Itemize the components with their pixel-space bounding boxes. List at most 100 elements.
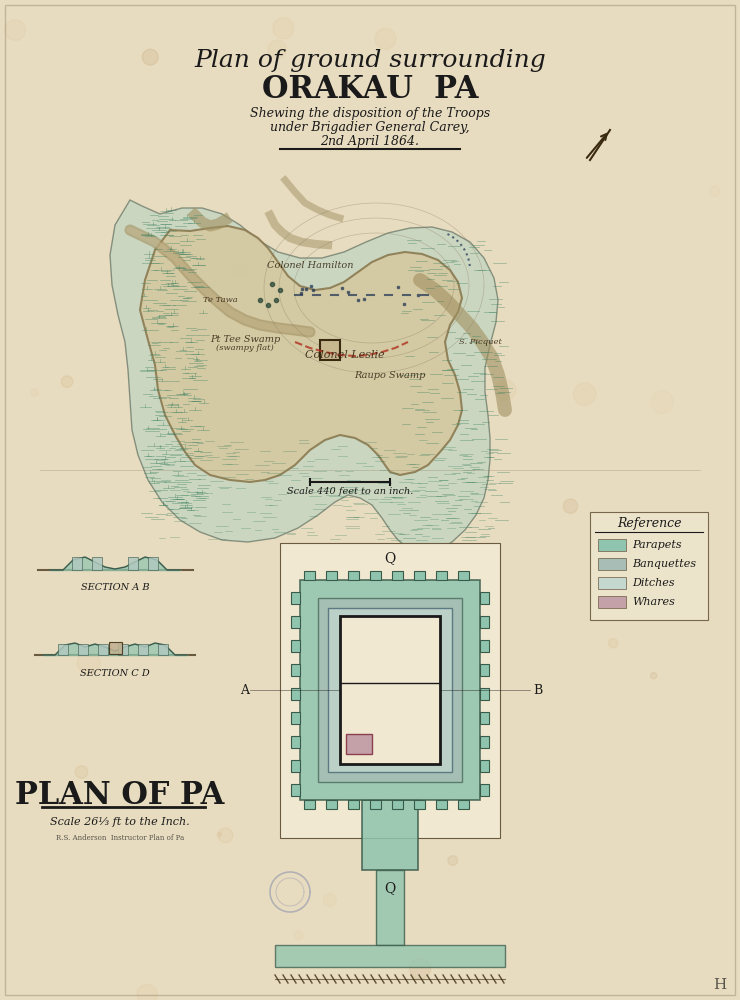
Text: A: A xyxy=(240,684,249,696)
Bar xyxy=(291,616,300,628)
Text: Scale 440 feet to an inch.: Scale 440 feet to an inch. xyxy=(287,488,413,496)
Bar xyxy=(326,571,337,580)
Circle shape xyxy=(295,931,303,940)
Text: R.S. Anderson  Instructor Plan of Pa: R.S. Anderson Instructor Plan of Pa xyxy=(56,834,184,842)
Bar xyxy=(480,760,489,772)
Polygon shape xyxy=(140,226,462,482)
Bar xyxy=(458,571,469,580)
Polygon shape xyxy=(110,200,498,552)
Bar xyxy=(598,596,626,608)
Bar xyxy=(291,640,300,652)
Text: Pt Tee Swamp: Pt Tee Swamp xyxy=(210,336,280,344)
Bar xyxy=(58,644,68,655)
Circle shape xyxy=(273,18,294,39)
Bar xyxy=(414,800,425,809)
Circle shape xyxy=(651,391,673,413)
Text: S. Picquet: S. Picquet xyxy=(459,338,502,346)
Circle shape xyxy=(495,380,516,400)
Circle shape xyxy=(232,262,249,279)
Bar xyxy=(598,558,626,570)
Bar xyxy=(480,784,489,796)
Bar xyxy=(328,608,452,772)
Circle shape xyxy=(448,856,458,865)
Text: Q: Q xyxy=(384,551,396,565)
Circle shape xyxy=(410,958,431,979)
Bar xyxy=(480,736,489,748)
Text: Q: Q xyxy=(384,881,396,895)
Bar xyxy=(291,736,300,748)
Text: Reference: Reference xyxy=(616,518,682,530)
Bar xyxy=(128,557,138,570)
Bar xyxy=(291,784,300,796)
Bar xyxy=(436,800,447,809)
Circle shape xyxy=(218,828,233,843)
Text: under Brigadier General Carey,: under Brigadier General Carey, xyxy=(270,121,470,134)
Text: B: B xyxy=(534,684,542,696)
Bar xyxy=(138,644,148,655)
Text: Parapets: Parapets xyxy=(632,540,682,550)
Bar xyxy=(291,712,300,724)
Text: (swampy flat): (swampy flat) xyxy=(216,344,274,352)
Bar xyxy=(304,800,315,809)
Bar xyxy=(598,577,626,589)
Circle shape xyxy=(186,332,197,343)
Circle shape xyxy=(323,893,337,907)
Bar xyxy=(72,557,82,570)
Circle shape xyxy=(30,389,38,396)
Text: Scale 26⅓ ft to the Inch.: Scale 26⅓ ft to the Inch. xyxy=(50,817,190,827)
Text: Te Tawa: Te Tawa xyxy=(203,296,238,304)
Text: Whares: Whares xyxy=(632,597,675,607)
Bar xyxy=(346,734,372,754)
Text: SECTION A B: SECTION A B xyxy=(81,584,149,592)
Bar xyxy=(280,542,500,838)
Circle shape xyxy=(626,548,632,554)
Circle shape xyxy=(455,386,459,390)
Bar xyxy=(370,800,381,809)
Bar xyxy=(370,571,381,580)
Circle shape xyxy=(608,638,618,648)
Bar xyxy=(148,557,158,570)
Bar xyxy=(291,592,300,604)
Circle shape xyxy=(375,28,396,49)
Bar xyxy=(348,800,359,809)
Bar xyxy=(480,616,489,628)
Bar xyxy=(109,642,122,654)
Bar xyxy=(291,688,300,700)
Circle shape xyxy=(75,766,88,778)
Bar xyxy=(304,571,315,580)
Circle shape xyxy=(650,672,657,679)
Bar xyxy=(98,644,108,655)
Bar xyxy=(318,598,462,782)
Text: Ditches: Ditches xyxy=(632,578,675,588)
Bar xyxy=(414,571,425,580)
Bar xyxy=(348,571,359,580)
Text: Colonel Hamilton: Colonel Hamilton xyxy=(266,260,353,269)
Text: Banquettes: Banquettes xyxy=(632,559,696,569)
Circle shape xyxy=(268,40,286,59)
Bar xyxy=(320,340,340,360)
Text: SECTION C D: SECTION C D xyxy=(80,668,150,678)
Circle shape xyxy=(563,499,578,513)
Bar xyxy=(362,800,418,870)
Bar xyxy=(590,512,708,620)
Circle shape xyxy=(314,787,336,809)
Circle shape xyxy=(137,984,157,1000)
Circle shape xyxy=(5,20,26,40)
Bar xyxy=(118,644,128,655)
Bar xyxy=(291,664,300,676)
Bar xyxy=(376,870,404,945)
Bar xyxy=(158,644,168,655)
Circle shape xyxy=(142,49,158,65)
Bar xyxy=(480,640,489,652)
Bar xyxy=(436,571,447,580)
Circle shape xyxy=(77,651,100,674)
Text: Shewing the disposition of the Troops: Shewing the disposition of the Troops xyxy=(250,107,490,120)
Bar xyxy=(291,760,300,772)
Bar xyxy=(78,644,88,655)
Circle shape xyxy=(217,833,221,837)
Circle shape xyxy=(459,701,465,707)
Circle shape xyxy=(710,187,719,197)
Bar xyxy=(480,592,489,604)
Circle shape xyxy=(574,383,596,405)
Bar xyxy=(392,800,403,809)
